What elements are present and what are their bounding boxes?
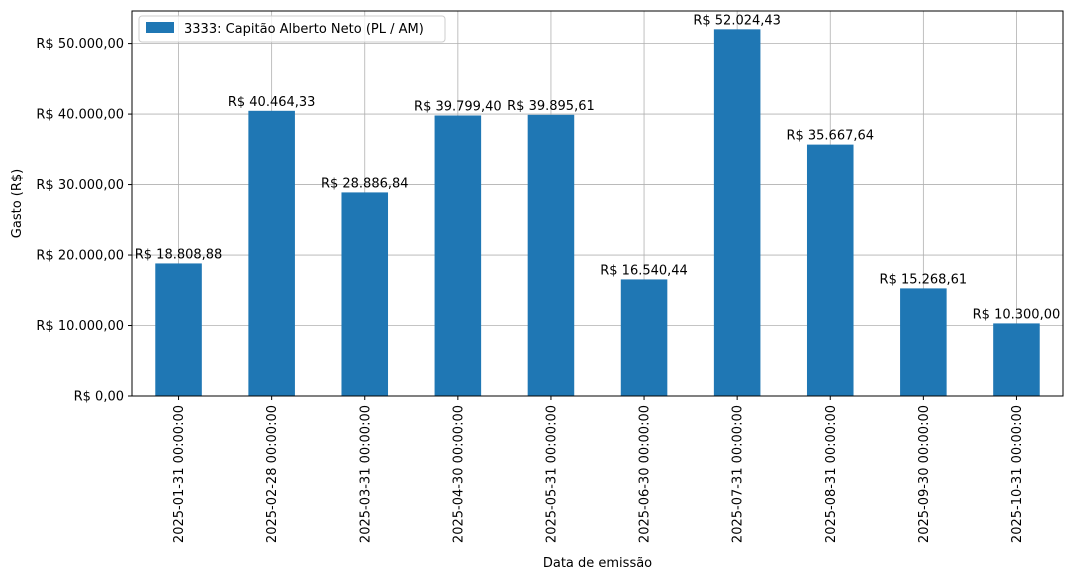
bar-value-label: R$ 39.799,40 <box>414 99 502 114</box>
x-tick-label: 2025-09-30 00:00:00 <box>917 405 932 543</box>
y-tick-label: R$ 50.000,00 <box>36 37 124 52</box>
legend-frame <box>138 15 446 43</box>
y-axis-ticks: R$ 0,00 R$ 10.000,00 R$ 20.000,00 R$ 30.000… <box>36 37 132 405</box>
y-tick-label: R$ 0,00 <box>74 390 124 405</box>
y-tick-label: R$ 10.000,00 <box>36 319 124 334</box>
bar-value-labels: R$ 18.808,88 R$ 40.464,33 R$ 28.886,84 R$ 3… <box>135 13 1061 322</box>
y-tick-label: R$ 20.000,00 <box>36 249 124 264</box>
bar <box>713 29 761 397</box>
plot-frame <box>131 10 1064 397</box>
bar <box>248 110 295 397</box>
bar-value-label: R$ 39.895,61 <box>507 99 595 114</box>
x-tick-label: 2025-01-31 00:00:00 <box>172 405 187 543</box>
bar <box>434 115 482 396</box>
x-tick-label: 2025-04-30 00:00:00 <box>451 405 466 543</box>
x-tick-label: 2025-05-31 00:00:00 <box>544 405 559 543</box>
x-axis-title: Data de emissão <box>543 556 652 571</box>
bar-value-label: R$ 35.667,64 <box>786 129 874 144</box>
bar <box>155 263 202 396</box>
bar-value-label: R$ 52.024,43 <box>693 13 781 28</box>
bar-value-label: R$ 16.540,44 <box>600 263 688 278</box>
bar <box>993 323 1040 396</box>
legend-label: 3333: Capitão Alberto Neto (PL / AM) <box>184 22 424 37</box>
x-tick-label: 2025-08-31 00:00:00 <box>824 405 839 543</box>
y-tick-label: R$ 40.000,00 <box>36 108 124 123</box>
legend: 3333: Capitão Alberto Neto (PL / AM) <box>138 15 446 43</box>
x-axis-ticks: 2025-01-31 00:00:00 2025-02-28 00:00:00 20… <box>172 396 1025 543</box>
bars <box>155 29 1040 397</box>
x-tick-label: 2025-07-31 00:00:00 <box>731 405 746 543</box>
bar <box>900 288 947 396</box>
bar-value-label: R$ 40.464,33 <box>228 95 316 110</box>
x-tick-label: 2025-10-31 00:00:00 <box>1010 405 1025 543</box>
legend-swatch <box>146 22 174 33</box>
bar <box>806 144 854 396</box>
y-tick-label: R$ 30.000,00 <box>36 178 124 193</box>
bar-value-label: R$ 28.886,84 <box>321 176 409 191</box>
x-tick-label: 2025-03-31 00:00:00 <box>358 405 373 543</box>
bar-value-label: R$ 18.808,88 <box>135 247 223 262</box>
x-tick-label: 2025-02-28 00:00:00 <box>265 405 280 543</box>
x-tick-label: 2025-06-30 00:00:00 <box>638 405 653 543</box>
bar <box>620 279 668 396</box>
bar <box>527 114 575 396</box>
bar-value-label: R$ 15.268,61 <box>880 272 968 287</box>
y-axis-title: Gasto (R$) <box>10 169 25 238</box>
bar-value-label: R$ 10.300,00 <box>973 307 1061 322</box>
bar <box>341 192 389 396</box>
